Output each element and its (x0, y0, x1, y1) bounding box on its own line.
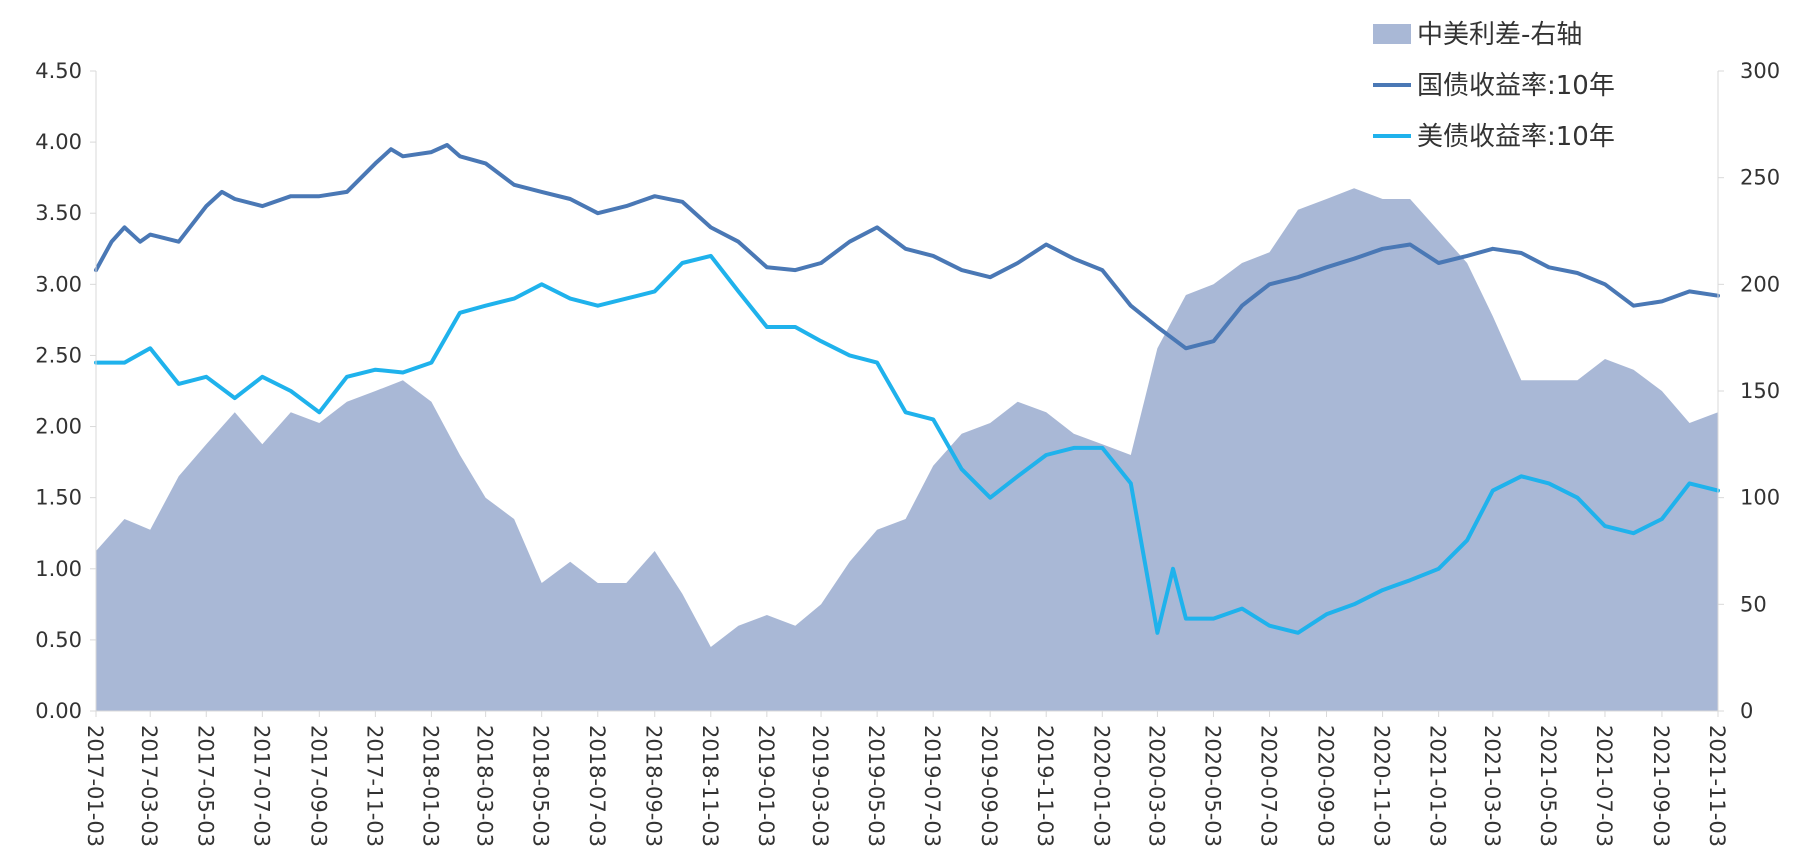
y-left-tick-label: 1.00 (35, 557, 82, 581)
series-area-spread (96, 188, 1718, 712)
legend-item-us10y: 美债收益率:10年 (1373, 122, 1615, 152)
x-tick-label: 2017-01-03 (83, 725, 107, 847)
x-tick-label: 2017-05-03 (193, 725, 217, 847)
x-tick-label: 2020-01-03 (1089, 725, 1113, 847)
x-tick-label: 2019-01-03 (754, 725, 778, 847)
x-tick-label: 2020-07-03 (1257, 725, 1281, 847)
x-tick-label: 2019-07-03 (920, 725, 944, 847)
x-tick-label: 2021-11-03 (1705, 725, 1729, 847)
x-tick-label: 2018-09-03 (642, 725, 666, 847)
x-tick-label: 2019-09-03 (977, 725, 1001, 847)
x-tick-label: 2021-05-03 (1536, 725, 1560, 847)
series-line-us10y (94, 253, 1720, 635)
y-left-tick-label: 0.00 (35, 699, 82, 723)
y-left-tick-label: 3.00 (35, 272, 82, 296)
x-tick-label: 2018-05-03 (529, 725, 553, 847)
x-tick-label: 2020-03-03 (1144, 725, 1168, 847)
y-left-tick-label: 4.00 (35, 130, 82, 154)
y-right-tick-label: 150 (1740, 379, 1780, 403)
x-tick-label: 2017-09-03 (306, 725, 330, 847)
axes-layer: 0.00 0.50 1.00 1.50 2.00 2.50 3.00 3.50 4.00 4.50… (35, 59, 1780, 847)
x-tick-label: 2021-07-03 (1592, 725, 1616, 847)
x-tick-label: 2018-07-03 (585, 725, 609, 847)
legend-label: 国债收益率:10年 (1417, 71, 1615, 101)
series-line-cn10y (94, 143, 1720, 351)
x-tick-label: 2021-01-03 (1426, 725, 1450, 847)
y-left-tick-label: 4.50 (35, 59, 82, 83)
y-left-tick-label: 1.50 (35, 486, 82, 510)
x-tick-label: 2021-09-03 (1649, 725, 1673, 847)
y-right-tick-label: 250 (1740, 166, 1780, 190)
x-tick-label: 2018-11-03 (698, 725, 722, 847)
y-left-tick-label: 3.50 (35, 201, 82, 225)
y-right-tick-label: 50 (1740, 592, 1767, 616)
spread-area-layer (96, 188, 1718, 712)
legend-swatch-area (1373, 24, 1411, 44)
y-right-tick-label: 100 (1740, 486, 1780, 510)
x-tick-label: 2020-11-03 (1370, 725, 1394, 847)
legend-item-spread: 中美利差-右轴 (1373, 20, 1582, 50)
yield-line-layer (94, 143, 1720, 635)
y-right-tick-label: 0 (1740, 699, 1753, 723)
x-tick-label: 2018-03-03 (473, 725, 497, 847)
legend-label: 中美利差-右轴 (1417, 20, 1582, 50)
y-right-tick-label: 300 (1740, 59, 1780, 83)
legend-item-cn10y: 国债收益率:10年 (1373, 71, 1615, 101)
x-tick-label: 2020-09-03 (1314, 725, 1338, 847)
y-right-tick-label: 200 (1740, 272, 1780, 296)
x-tick-label: 2018-01-03 (418, 725, 442, 847)
legend-label: 美债收益率:10年 (1417, 122, 1615, 152)
x-tick-label: 2020-05-03 (1200, 725, 1224, 847)
x-tick-label: 2017-07-03 (249, 725, 273, 847)
y-left-tick-label: 2.00 (35, 415, 82, 439)
y-left-tick-label: 0.50 (35, 628, 82, 652)
x-tick-label: 2017-03-03 (137, 725, 161, 847)
y-left-tick-label: 2.50 (35, 343, 82, 367)
x-tick-label: 2019-05-03 (864, 725, 888, 847)
x-tick-label: 2021-03-03 (1480, 725, 1504, 847)
x-tick-label: 2019-03-03 (808, 725, 832, 847)
x-tick-label: 2017-11-03 (362, 725, 386, 847)
x-tick-label: 2019-11-03 (1033, 725, 1057, 847)
